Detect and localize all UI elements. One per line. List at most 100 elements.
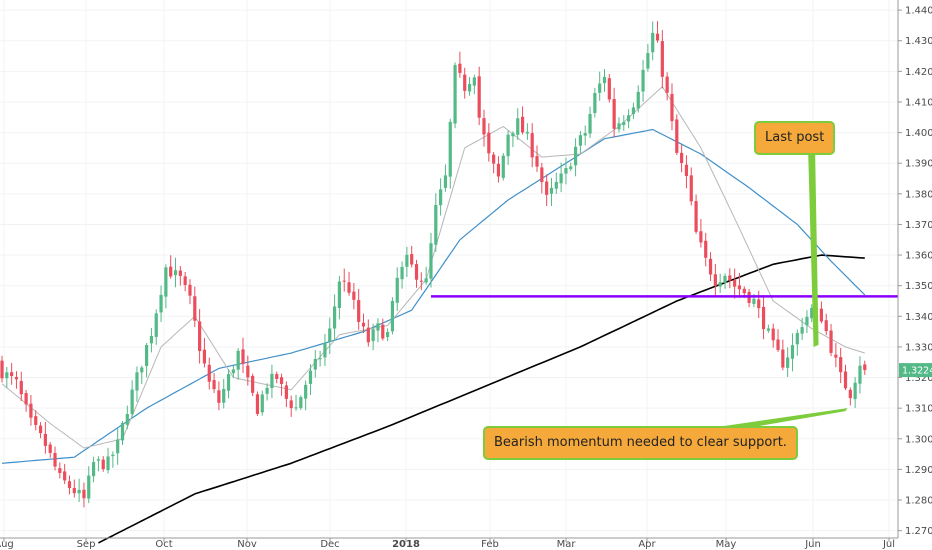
candle-body [684,164,689,177]
candle [458,51,462,78]
candle-body [810,307,814,319]
candle [87,466,91,504]
candle-body [752,298,756,304]
candle-body [655,33,660,41]
candle [492,152,496,174]
candle-body [419,280,423,282]
time-tick-label: Sep [77,539,96,550]
candle-body [578,135,582,146]
price-tick-label: 1.32000 [905,373,932,384]
callout-pointer-last-post [808,146,819,347]
candle-body [236,350,240,370]
candle [573,138,578,177]
candle [255,391,260,416]
candle [77,478,81,502]
time-tick-label: Feb [481,539,499,550]
candle [800,317,804,340]
candle-body [323,342,327,358]
candle [270,364,274,399]
price-tick-label: 1.37000 [905,220,932,231]
candle [689,167,693,206]
candle [58,462,62,479]
candle-body [800,327,804,334]
candle [390,297,395,335]
candle [439,178,443,216]
candle-body [183,276,187,286]
time-tick-label: Aug [0,539,14,550]
time-tick-label: Mar [557,539,577,550]
candle-body [207,364,211,382]
candle-body [251,375,255,393]
candle-body [660,41,664,77]
candle-body [130,389,134,415]
candle-body [704,240,708,258]
candle [655,21,660,43]
time-tick-label: Jul [882,539,895,550]
candle-body [38,425,43,434]
candle [308,364,313,395]
candle-body [482,118,486,135]
price-axis[interactable]: 1.44000 1.43000 1.42000 1.41000 1.40000 1.390… [898,6,932,538]
candle [82,482,86,508]
candle [188,279,192,305]
candle-body [617,123,621,130]
candle-body [24,393,28,405]
candle [34,410,38,431]
candle-body [737,285,742,290]
candle [5,366,9,389]
candle-body [376,323,380,331]
candle-body [5,372,9,379]
candle-body [612,98,616,129]
candle [275,371,279,384]
candle-body [766,328,770,331]
candle [294,394,298,411]
candle [520,106,525,135]
candle [400,261,404,289]
candle-body [217,390,221,403]
candle [617,117,621,133]
price-tick-label: 1.27000 [905,526,932,537]
candle [554,172,558,194]
candle-body [819,308,823,322]
callout-bearish-momentum: Bearish momentum needed to clear support… [483,426,798,460]
candle [130,380,134,419]
price-tick-label: 1.44000 [905,6,932,17]
candle-body [178,270,182,276]
candle [448,118,452,189]
candle [424,266,428,285]
candle-body [549,187,554,194]
candle-body [405,254,409,267]
candle-body [226,374,231,391]
callout-last-post: Last post [754,121,836,155]
candle-body [43,433,47,446]
candle-body [352,291,356,300]
price-tick-label: 1.38000 [905,189,932,200]
candle-body [414,264,419,280]
candle-body [198,321,202,352]
candle-body [708,258,713,275]
candle-body [304,384,308,399]
price-tick-label: 1.39000 [905,159,932,170]
candle-body [270,373,274,389]
candle [477,66,481,126]
candle-body [96,459,100,461]
candle-body [680,152,684,164]
candle-body [598,83,602,93]
time-axis[interactable]: Aug Sep Oct Nov Dec 2018 Feb Mar Apr May Jun Jul [0,538,895,550]
candle-body [636,91,640,109]
candle-body [829,330,833,353]
candle [708,252,713,282]
candle-body [212,380,216,390]
candle-body [357,300,361,322]
candle [771,323,775,348]
candle-body [111,454,115,457]
candle-body [381,324,385,339]
candle [612,87,616,138]
candle [516,108,520,141]
candle [467,76,472,96]
candle [318,351,322,367]
candle [217,381,221,411]
candle [824,313,828,336]
candle-body [607,78,611,100]
candle [43,421,47,454]
